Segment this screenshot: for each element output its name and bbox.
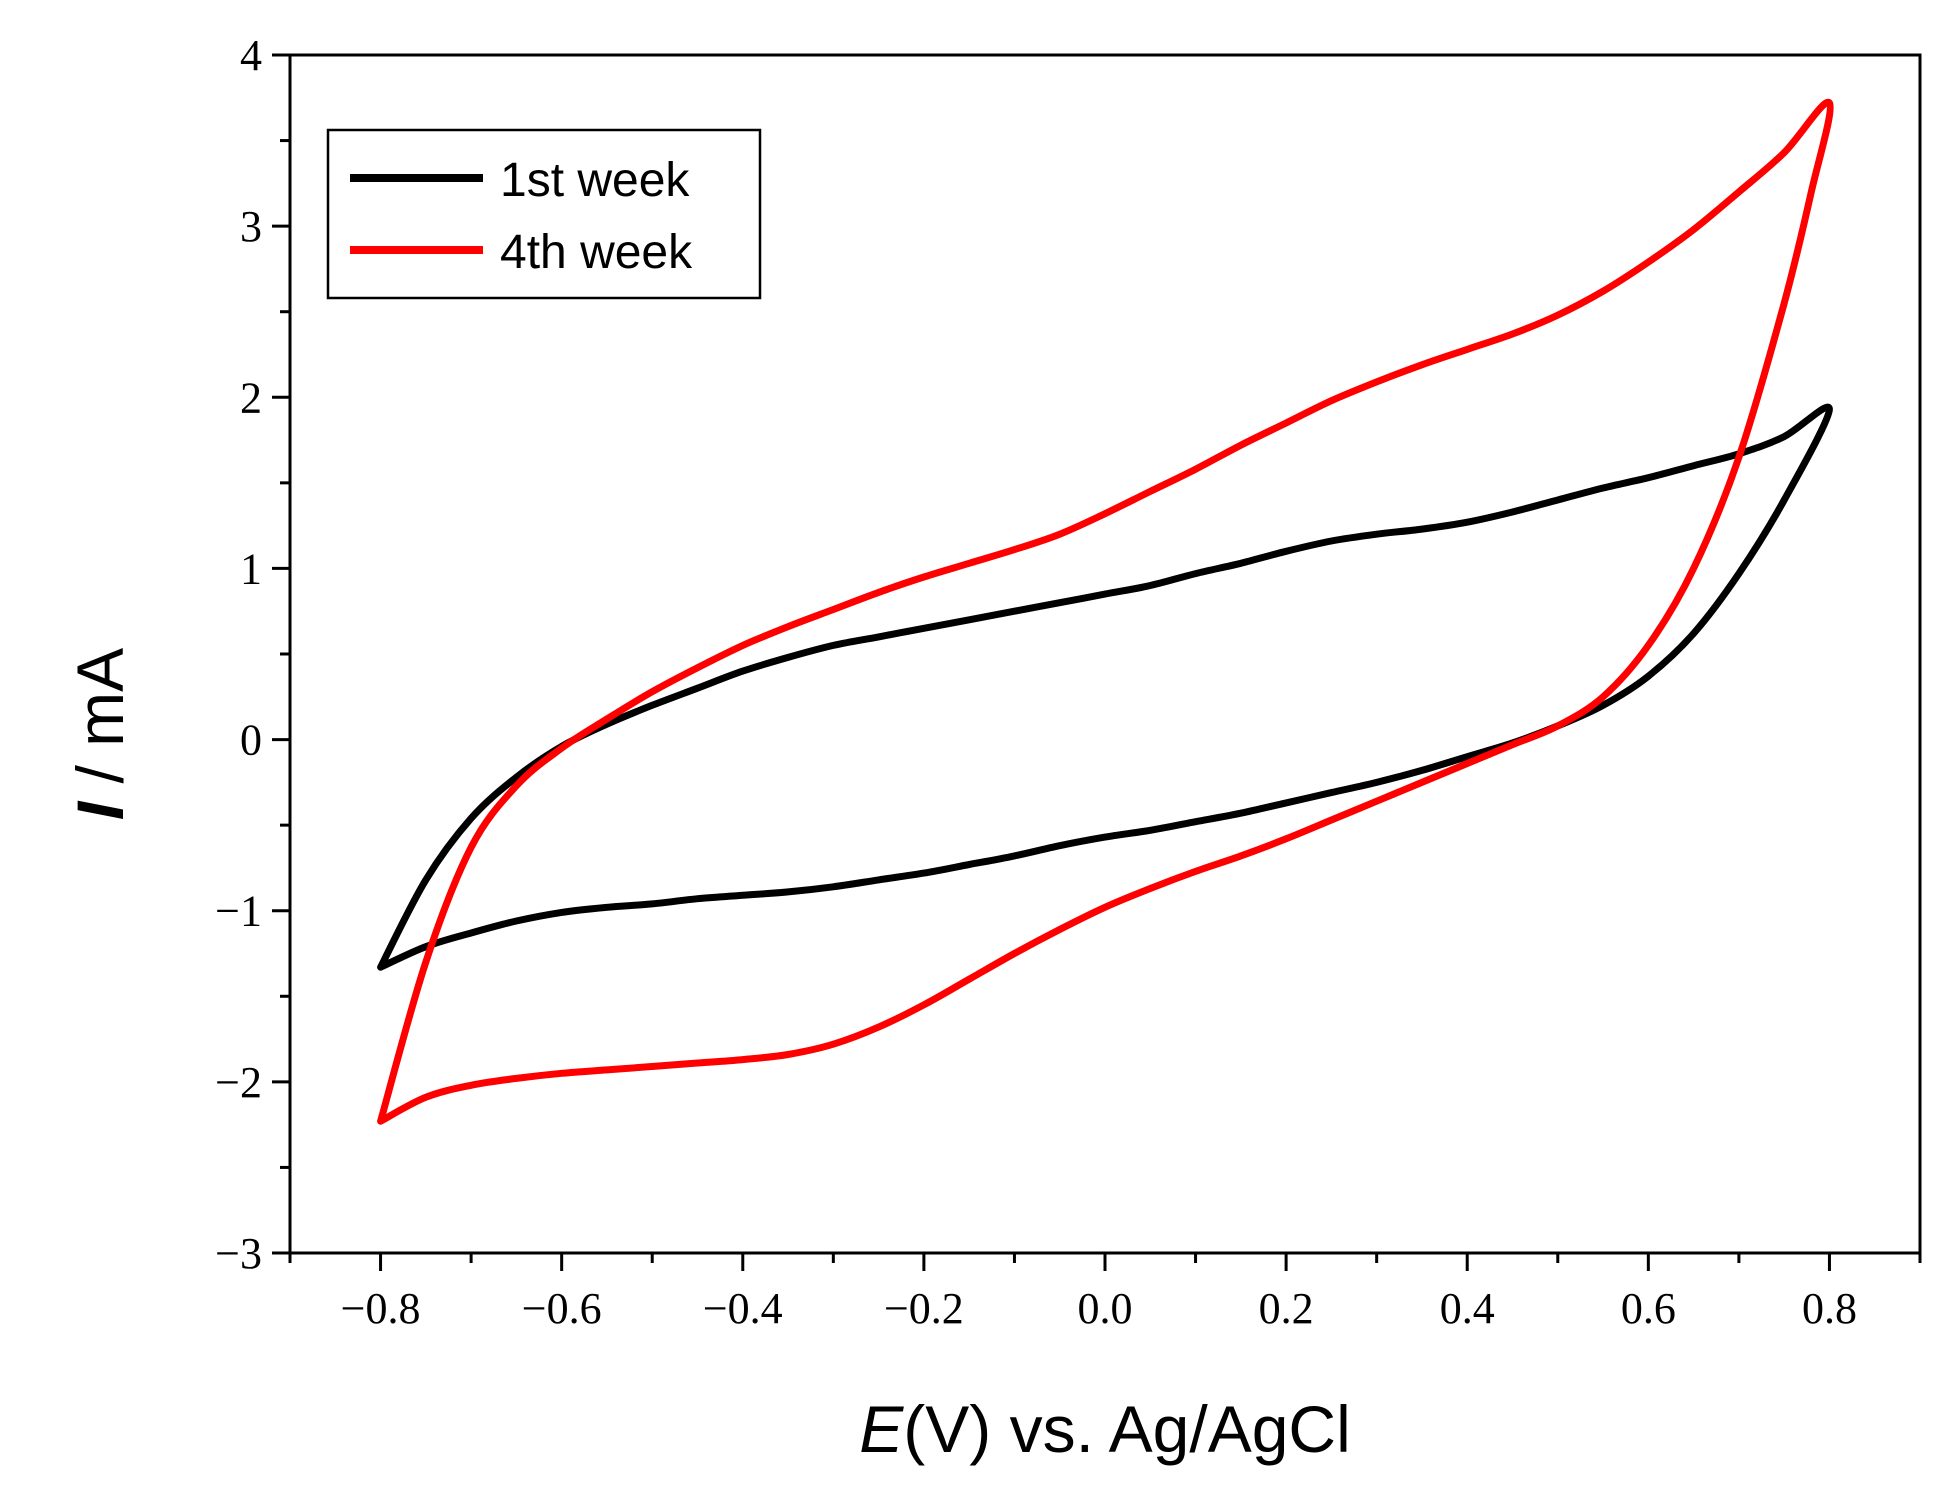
x-tick-label: 0.4 — [1440, 1284, 1495, 1333]
legend-box — [326, 128, 762, 300]
y-tick-label: 3 — [240, 202, 262, 251]
x-tick-label: −0.6 — [522, 1284, 602, 1333]
y-tick-label: −2 — [215, 1058, 262, 1107]
x-tick-label: 0.8 — [1802, 1284, 1857, 1333]
legend-label-4th-week: 4th week — [500, 226, 693, 279]
x-tick-label: −0.8 — [341, 1284, 421, 1333]
y-axis-title: I / mA — [63, 648, 137, 820]
y-tick-label: 0 — [240, 716, 262, 765]
x-tick-label: 0.2 — [1259, 1284, 1314, 1333]
y-tick-label: 1 — [240, 544, 262, 593]
legend: 1st week 4th week — [326, 128, 762, 300]
y-tick-label: −3 — [215, 1229, 262, 1278]
x-axis-title-rest: (V) vs. Ag/AgCl — [903, 1392, 1350, 1466]
x-axis-title: E(V) vs. Ag/AgCl — [859, 1392, 1351, 1466]
y-axis: −3 −2 −1 0 1 2 3 4 — [215, 31, 290, 1278]
x-tick-label: 0.0 — [1078, 1284, 1133, 1333]
y-axis-title-rest: / mA — [63, 648, 137, 802]
y-tick-label: −1 — [215, 887, 262, 936]
x-tick-label: −0.4 — [703, 1284, 783, 1333]
x-axis-title-italic: E — [859, 1392, 904, 1466]
y-tick-label: 4 — [240, 31, 262, 80]
y-axis-title-italic: I — [63, 800, 137, 820]
x-tick-label: −0.2 — [884, 1284, 964, 1333]
y-tick-label: 2 — [240, 373, 262, 422]
x-axis: −0.8 −0.6 −0.4 −0.2 0.0 0.2 0.4 0.6 0.8 — [288, 1253, 1922, 1333]
legend-label-1st-week: 1st week — [500, 154, 690, 207]
series-line-4th-week — [377, 98, 1834, 1125]
x-tick-label: 0.6 — [1621, 1284, 1676, 1333]
series-line-1st-week — [377, 403, 1833, 971]
series-layer — [377, 98, 1834, 1125]
